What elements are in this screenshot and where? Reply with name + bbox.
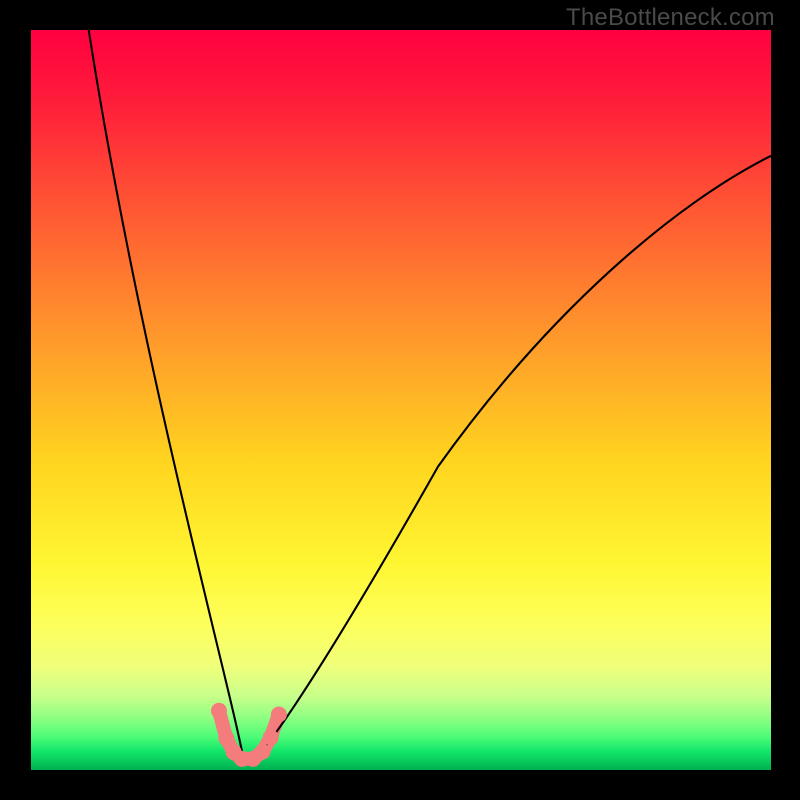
curve-layer <box>31 30 771 770</box>
watermark-text: TheBottleneck.com <box>566 4 775 32</box>
marker-point <box>255 744 271 760</box>
marker-group <box>211 703 287 767</box>
chart-frame: TheBottleneck.com <box>0 0 800 800</box>
marker-point <box>263 729 279 745</box>
marker-point <box>218 730 234 746</box>
plot-area <box>31 30 771 770</box>
marker-point <box>211 703 227 719</box>
curve-right <box>252 156 771 763</box>
curve-left <box>89 30 244 763</box>
marker-point <box>271 707 287 723</box>
